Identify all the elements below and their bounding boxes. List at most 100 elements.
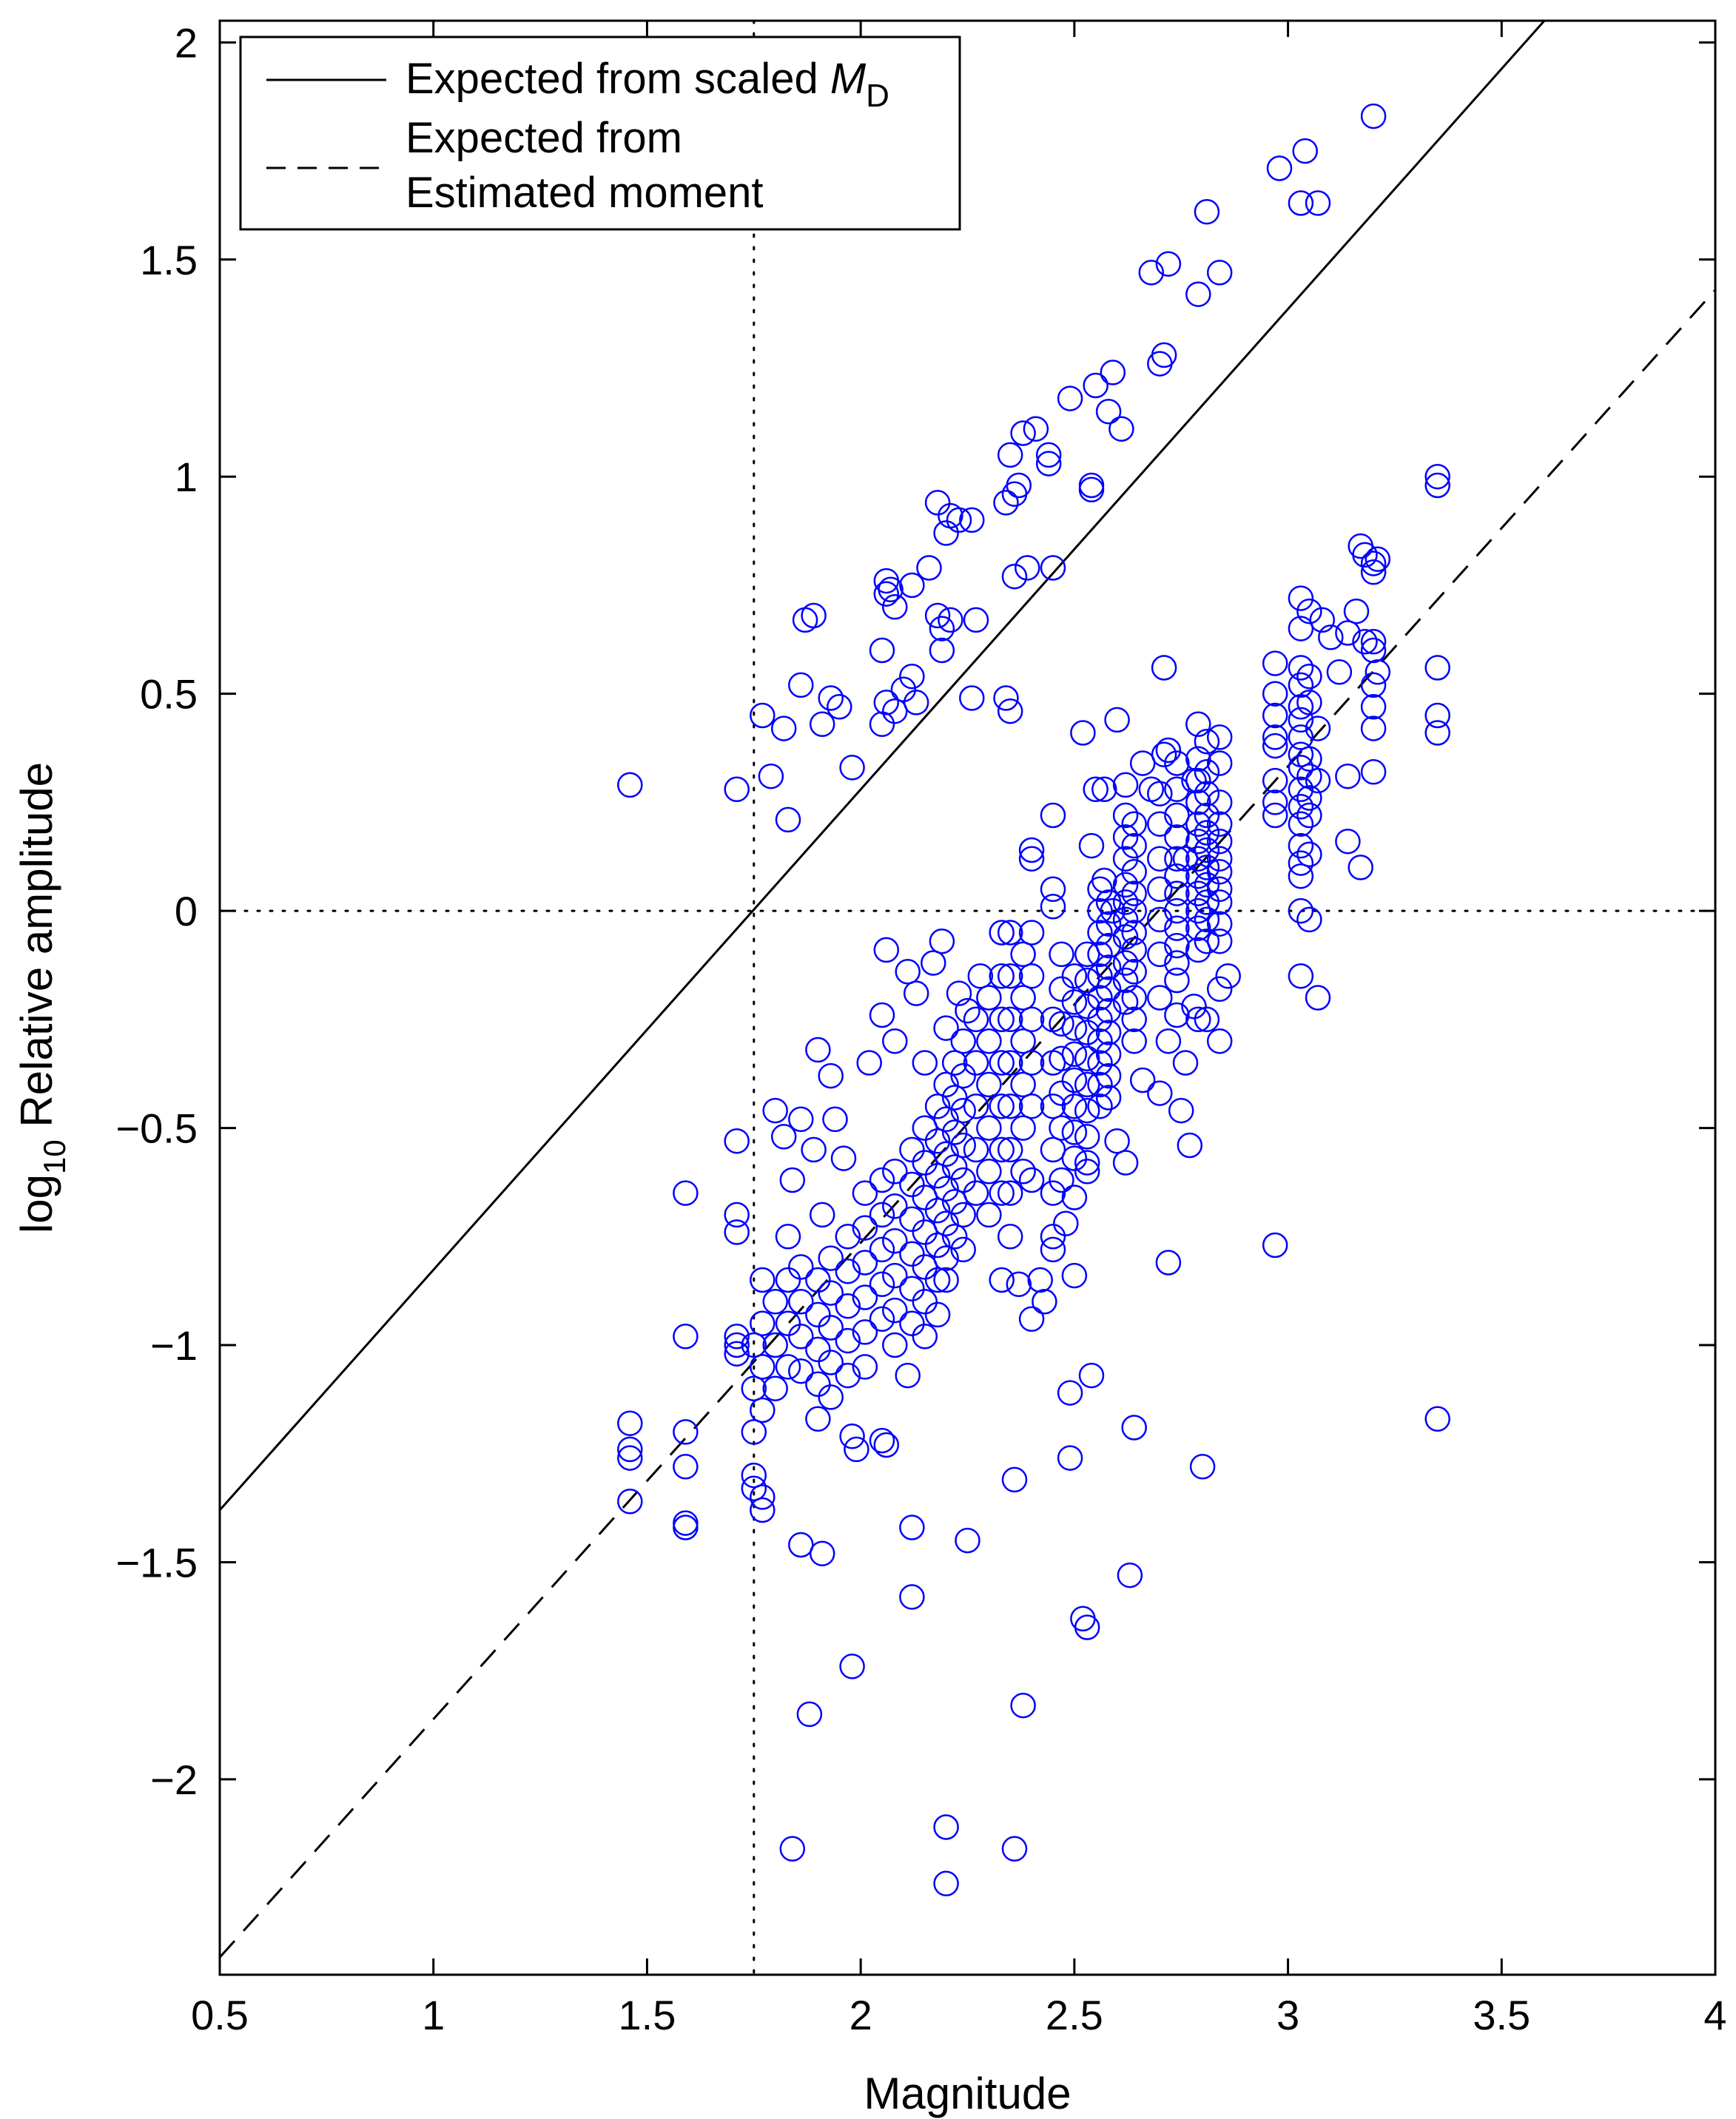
data-point — [997, 442, 1023, 468]
data-point — [770, 715, 797, 741]
data-point — [775, 1224, 801, 1250]
data-point — [1424, 472, 1450, 499]
data-point — [1053, 1210, 1079, 1236]
data-point — [924, 1267, 951, 1293]
data-point — [890, 676, 917, 703]
data-point — [946, 507, 972, 533]
data-point — [1360, 759, 1387, 785]
data-point — [1305, 767, 1331, 794]
data-point — [835, 1327, 861, 1354]
data-point — [1266, 155, 1293, 181]
data-point — [924, 1301, 951, 1328]
data-point — [963, 1093, 989, 1119]
data-point — [921, 950, 946, 976]
data-point — [779, 1836, 806, 1862]
data-point — [1040, 1236, 1066, 1263]
data-point — [1010, 1071, 1036, 1098]
data-point — [1206, 1028, 1233, 1054]
data-point — [873, 690, 900, 715]
data-point — [1087, 941, 1113, 968]
data-point — [1305, 715, 1331, 741]
data-point — [1087, 1050, 1113, 1076]
data-point — [1424, 463, 1450, 490]
data-point — [924, 490, 951, 516]
data-point — [1061, 1067, 1088, 1094]
data-point — [912, 1185, 938, 1210]
reference-lines — [218, 19, 1717, 1976]
data-point — [1049, 1080, 1074, 1106]
data-point — [1095, 1062, 1122, 1089]
data-point — [1074, 967, 1100, 994]
data-point — [929, 928, 955, 954]
data-point — [963, 1180, 989, 1206]
data-point — [1091, 776, 1117, 803]
data-point — [1057, 385, 1083, 411]
data-point — [912, 1324, 938, 1350]
data-point — [1074, 1614, 1100, 1640]
data-point — [1112, 846, 1139, 872]
data-point — [1018, 837, 1045, 863]
data-point — [950, 1167, 976, 1193]
data-point — [963, 1050, 989, 1076]
data-point — [1155, 251, 1182, 277]
data-point — [805, 1301, 831, 1328]
data-point — [899, 1136, 925, 1163]
data-point — [1305, 985, 1331, 1011]
y-tick-label: 0.5 — [140, 671, 198, 718]
data-point — [1001, 1836, 1028, 1862]
data-point — [1206, 789, 1233, 815]
data-point — [1206, 846, 1233, 872]
data-point — [839, 1424, 865, 1449]
data-point — [976, 1028, 1002, 1054]
plot-area-frame — [218, 19, 1717, 1976]
data-point — [1061, 1015, 1088, 1041]
data-point — [912, 1050, 938, 1076]
data-point — [1112, 772, 1139, 798]
data-point — [1057, 1380, 1083, 1406]
data-point — [617, 1410, 643, 1436]
data-point — [997, 963, 1023, 989]
data-point — [1040, 876, 1066, 903]
data-point — [1087, 1071, 1113, 1098]
data-point — [912, 1150, 938, 1176]
data-point — [724, 1324, 750, 1350]
data-point — [1206, 859, 1233, 885]
data-point — [1121, 811, 1147, 837]
data-point — [997, 1050, 1023, 1076]
data-point — [788, 1358, 814, 1384]
data-point — [1360, 559, 1387, 585]
data-point — [912, 1115, 938, 1141]
data-point — [1151, 741, 1177, 768]
data-point — [1206, 889, 1233, 915]
data-point — [1121, 959, 1147, 985]
data-point — [924, 602, 951, 629]
data-point — [924, 1232, 951, 1259]
data-point — [852, 1319, 878, 1345]
data-point — [1032, 1289, 1057, 1315]
data-point — [959, 507, 985, 533]
data-point — [938, 607, 963, 633]
data-point — [617, 1489, 643, 1515]
data-point — [1206, 260, 1233, 286]
data-point — [741, 1475, 767, 1501]
data-point — [673, 1324, 699, 1350]
y-tick-label: −1.5 — [115, 1539, 198, 1586]
y-tick-label: −0.5 — [115, 1105, 198, 1152]
data-point — [1074, 941, 1100, 968]
data-point — [1083, 776, 1108, 803]
data-point — [1296, 746, 1322, 772]
data-point — [1010, 420, 1036, 446]
data-point — [1185, 880, 1211, 906]
data-point — [899, 663, 925, 690]
data-point — [1074, 1159, 1100, 1185]
data-point — [1296, 690, 1322, 715]
data-point — [1164, 750, 1190, 776]
data-point — [844, 1436, 869, 1463]
data-point — [1365, 659, 1391, 685]
data-point — [1095, 1020, 1122, 1045]
data-point — [1424, 1406, 1450, 1432]
data-point — [1288, 832, 1314, 859]
data-point — [1040, 1224, 1066, 1250]
data-point — [775, 1267, 801, 1293]
